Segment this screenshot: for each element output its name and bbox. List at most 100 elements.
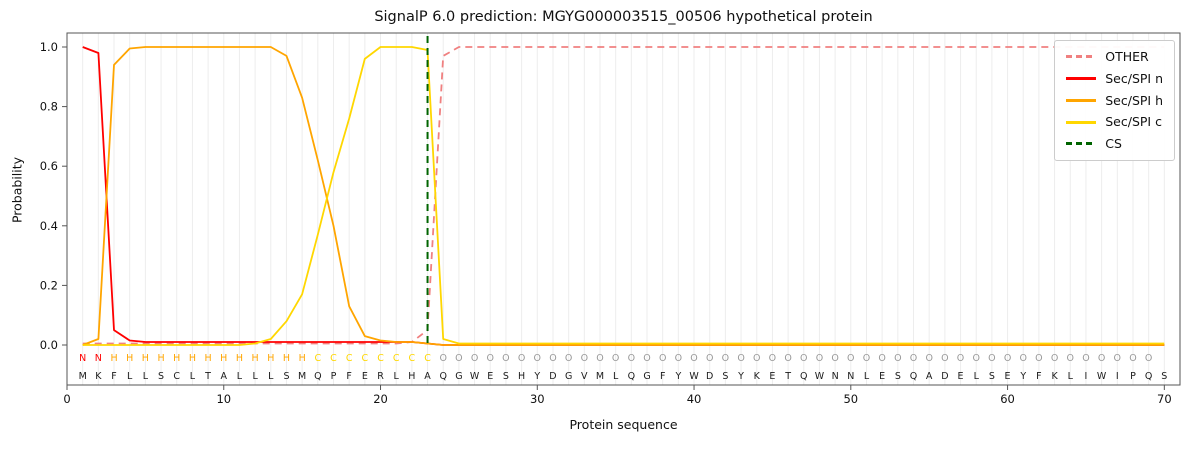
- residue-letter: L: [268, 371, 274, 382]
- legend-label-sec-spi-c: Sec/SPI c: [1105, 114, 1162, 130]
- region-letter: O: [690, 353, 697, 364]
- region-letter: O: [455, 353, 462, 364]
- residue-letter: T: [784, 371, 791, 382]
- residue-letter: P: [331, 371, 337, 382]
- residue-letter: L: [394, 371, 400, 382]
- residue-letter: K: [95, 371, 102, 382]
- region-letter: O: [675, 353, 682, 364]
- residue-letter: F: [111, 371, 116, 382]
- residue-letter: Q: [628, 371, 635, 382]
- residue-letter: G: [565, 371, 572, 382]
- region-letter: C: [393, 353, 400, 364]
- region-letter: O: [1098, 353, 1105, 364]
- region-letter: O: [1067, 353, 1074, 364]
- region-letter: O: [925, 353, 932, 364]
- region-letter: H: [252, 353, 259, 364]
- residue-letter: D: [941, 371, 948, 382]
- region-letter: H: [173, 353, 180, 364]
- legend-item-sec-spi-h: Sec/SPI h: [1066, 92, 1163, 108]
- axes-frame: [66, 32, 1181, 386]
- residue-letter: H: [408, 371, 415, 382]
- residue-letter: Y: [737, 371, 744, 382]
- region-letter: O: [659, 353, 666, 364]
- region-letter: O: [737, 353, 744, 364]
- residue-letter: F: [346, 371, 351, 382]
- residue-letter: Y: [674, 371, 681, 382]
- region-letter: O: [643, 353, 650, 364]
- y-axis-label: Probability: [9, 156, 25, 224]
- residue-letter: K: [1051, 371, 1058, 382]
- region-letter: O: [612, 353, 619, 364]
- residue-letter: Y: [1019, 371, 1026, 382]
- region-letter: O: [816, 353, 823, 364]
- region-letter: H: [126, 353, 133, 364]
- region-letter: O: [1145, 353, 1152, 364]
- region-letter: O: [753, 353, 760, 364]
- region-letter: O: [439, 353, 446, 364]
- residue-letter: Q: [800, 371, 807, 382]
- residue-letter: P: [1130, 371, 1136, 382]
- residue-letter: W: [815, 371, 825, 382]
- y-tick-label: 0.4: [40, 219, 58, 233]
- residue-letter: W: [470, 371, 480, 382]
- region-letter: O: [863, 353, 870, 364]
- region-letter: H: [220, 353, 227, 364]
- residue-letter: L: [127, 371, 133, 382]
- residue-letter: A: [926, 371, 933, 382]
- x-tick-label: 0: [63, 392, 70, 406]
- legend-line-sample-cs: [1066, 142, 1097, 146]
- residue-letter: S: [895, 371, 901, 382]
- region-letter: H: [299, 353, 306, 364]
- residue-letter: W: [689, 371, 699, 382]
- region-letter: O: [831, 353, 838, 364]
- region-letter: H: [283, 353, 290, 364]
- legend-label-sec-spi-h: Sec/SPI h: [1105, 92, 1163, 108]
- chart-title: SignalP 6.0 prediction: MGYG000003515_00…: [374, 9, 873, 25]
- region-letter: O: [706, 353, 713, 364]
- residue-letter: I: [1116, 371, 1119, 382]
- region-letter: O: [894, 353, 901, 364]
- residue-letter: E: [1005, 371, 1011, 382]
- region-letter: H: [157, 353, 164, 364]
- x-tick-label: 20: [373, 392, 388, 406]
- y-tick-label: 0.2: [40, 278, 58, 292]
- region-letter: C: [314, 353, 321, 364]
- x-tick-label: 30: [530, 392, 545, 406]
- residue-letter: S: [722, 371, 728, 382]
- region-letter: O: [628, 353, 635, 364]
- region-letter: C: [330, 353, 337, 364]
- region-letter: H: [110, 353, 117, 364]
- series-line-sec-spi-h: [82, 46, 1165, 346]
- x-tick-label: 10: [216, 392, 231, 406]
- legend: OTHER Sec/SPI n Sec/SPI h Sec/SPI c CS: [1054, 40, 1175, 161]
- region-letter: C: [409, 353, 416, 364]
- residue-letter: E: [879, 371, 885, 382]
- residue-letter: S: [158, 371, 164, 382]
- region-letter: N: [79, 353, 86, 364]
- residue-letter: M: [298, 371, 306, 382]
- residue-letter: L: [190, 371, 196, 382]
- region-letter: O: [1082, 353, 1089, 364]
- residue-letter: M: [79, 371, 87, 382]
- residue-letter: T: [204, 371, 211, 382]
- residue-letter: Q: [314, 371, 321, 382]
- region-letter: C: [346, 353, 353, 364]
- region-letter: O: [1019, 353, 1026, 364]
- residue-letter: Q: [1145, 371, 1152, 382]
- y-tick-label: 0.0: [40, 338, 58, 352]
- region-letter: O: [596, 353, 603, 364]
- series-line-sec-spi-n: [82, 46, 1165, 346]
- residue-letter: E: [487, 371, 493, 382]
- x-tick-label: 40: [687, 392, 702, 406]
- y-tick-label: 0.8: [40, 100, 58, 114]
- region-letter: H: [267, 353, 274, 364]
- residue-letter: D: [549, 371, 556, 382]
- legend-item-sec-spi-n: Sec/SPI n: [1066, 71, 1163, 86]
- residue-letter: Q: [439, 371, 446, 382]
- region-letter: O: [502, 353, 509, 364]
- residue-letter: E: [362, 371, 368, 382]
- region-letter: H: [205, 353, 212, 364]
- region-letter: N: [95, 353, 102, 364]
- legend-label-other: OTHER: [1105, 49, 1149, 64]
